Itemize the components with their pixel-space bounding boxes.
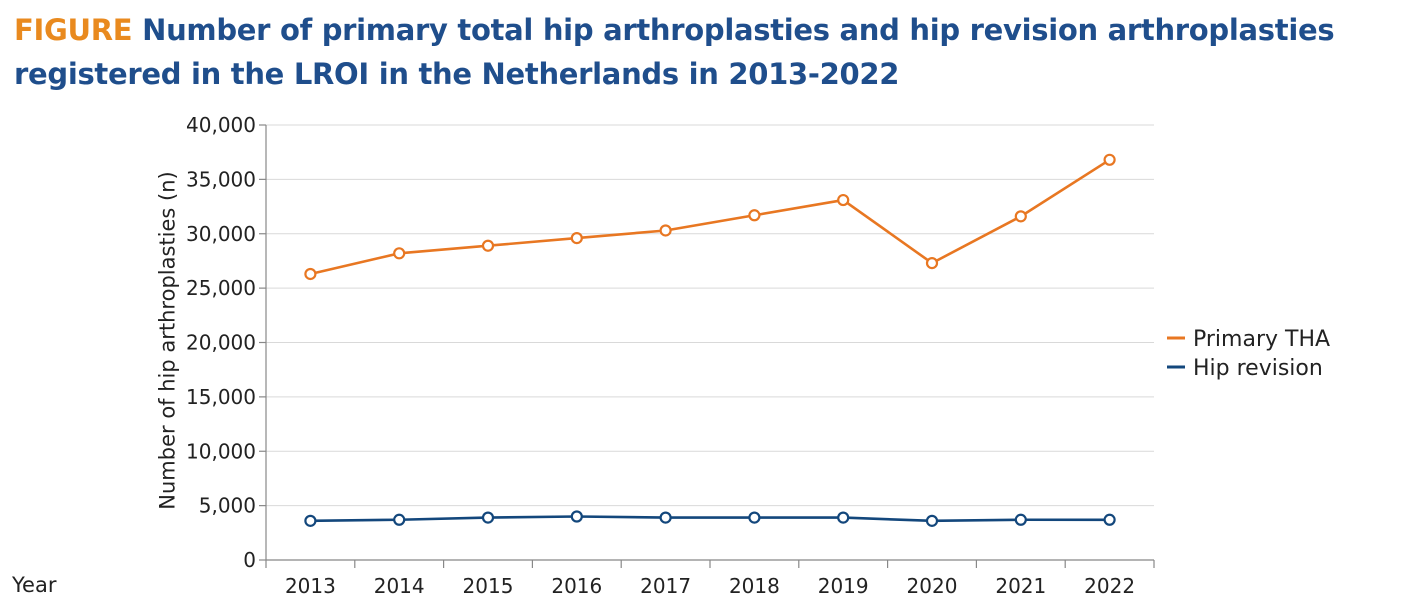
x-tick-label: 2020 <box>907 574 958 597</box>
y-tick-label: 5,000 <box>199 494 256 518</box>
gridlines <box>266 124 1154 507</box>
x-tick-label: 2016 <box>551 574 602 597</box>
y-axis-label: Number of hip arthroplasties (n) <box>155 171 179 509</box>
y-tick-label: 40,000 <box>186 113 256 137</box>
x-tick-label: 2015 <box>463 574 514 597</box>
y-tick-label: 35,000 <box>186 167 256 191</box>
data-point <box>393 247 406 260</box>
series-hip-revision <box>304 510 1116 527</box>
data-point <box>925 257 939 270</box>
series-primary-tha <box>304 153 1116 281</box>
x-tick-label: 2019 <box>818 574 869 597</box>
y-tick-label: 10,000 <box>186 439 256 463</box>
data-point <box>393 513 406 526</box>
x-tick-label: 2021 <box>995 574 1046 597</box>
data-point <box>925 514 939 527</box>
figure-prefix: FIGURE <box>14 13 133 47</box>
data-point <box>1103 153 1116 166</box>
data-point <box>837 511 850 524</box>
data-point <box>570 510 583 523</box>
x-tick-label: 2022 <box>1084 574 1135 597</box>
y-tick-label: 25,000 <box>186 276 256 300</box>
x-tick-label: 2013 <box>285 574 336 597</box>
data-point <box>304 267 317 281</box>
y-tick-label: 15,000 <box>186 385 256 409</box>
data-point <box>1014 513 1027 526</box>
x-tick-label: 2018 <box>729 574 780 597</box>
data-point <box>748 511 761 524</box>
series-line <box>310 158 1111 276</box>
figure-title-text: Number of primary total hip arthroplasti… <box>14 13 1335 91</box>
x-axis-ticks: 2013 2014 2015 2016 2017 2018 2019 2020 2021 2022 <box>265 560 1155 597</box>
x-tick-label: 2014 <box>374 574 425 597</box>
legend: Primary THA Hip revision <box>1167 327 1330 381</box>
legend-label: Primary THA <box>1193 327 1330 352</box>
x-axis-label: Year <box>11 573 57 597</box>
x-tick-label: 2017 <box>640 574 691 597</box>
data-point <box>1014 210 1027 223</box>
series-line <box>310 515 1110 523</box>
data-point <box>570 232 583 245</box>
y-tick-label: 0 <box>243 548 256 572</box>
data-point <box>1103 513 1116 526</box>
data-point <box>748 209 761 222</box>
data-point <box>837 193 850 207</box>
y-tick-label: 30,000 <box>186 222 256 246</box>
data-point <box>304 514 317 527</box>
legend-label: Hip revision <box>1193 356 1323 381</box>
data-point <box>659 224 672 237</box>
data-series <box>304 153 1116 527</box>
figure-title: FIGURE Number of primary total hip arthr… <box>14 8 1414 96</box>
data-point <box>481 239 495 252</box>
data-point <box>659 511 672 524</box>
y-axis-ticks: 0 5,000 10,000 15,000 20,000 25,000 30,000 35,0… <box>186 113 266 572</box>
y-tick-label: 20,000 <box>186 331 256 355</box>
data-point <box>481 511 495 524</box>
